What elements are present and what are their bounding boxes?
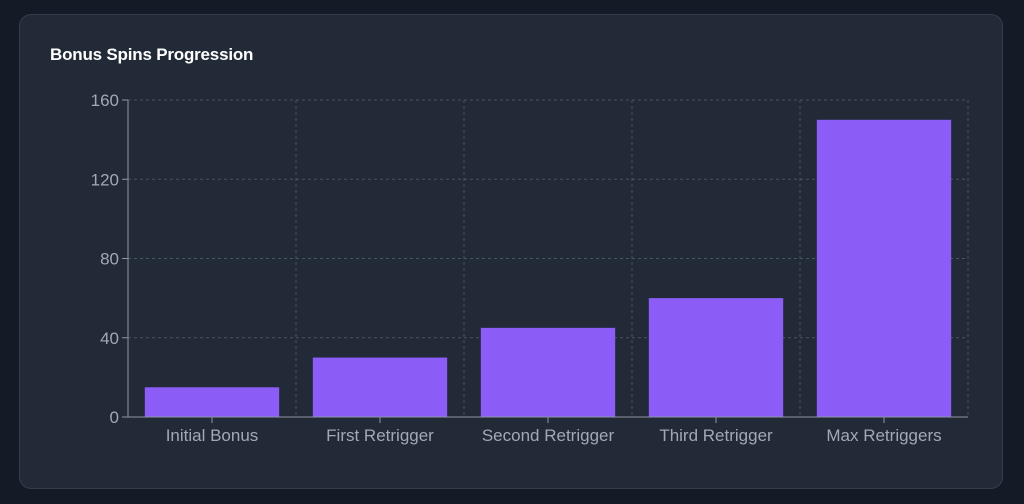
tick-labels: 0 40 80 120 160 Initial Bonus First Retrigger S… (91, 91, 942, 445)
x-tick-label: Third Retrigger (659, 426, 773, 445)
bar-initial-bonus[interactable] (144, 387, 280, 417)
y-tick-label: 40 (100, 329, 119, 348)
bar-second-retrigger[interactable] (480, 327, 616, 417)
x-tick-label: Max Retriggers (826, 426, 941, 445)
y-tick-label: 160 (91, 91, 119, 110)
x-tick-label: Second Retrigger (482, 426, 615, 445)
axes (122, 99, 968, 423)
bar-third-retrigger[interactable] (648, 298, 784, 417)
y-tick-label: 0 (110, 408, 119, 427)
chart-title: Bonus Spins Progression (50, 45, 254, 64)
y-tick-label: 120 (91, 170, 119, 189)
bar-max-retriggers[interactable] (816, 119, 952, 417)
bar-first-retrigger[interactable] (312, 357, 448, 417)
x-tick-label: Initial Bonus (166, 426, 259, 445)
x-tick-label: First Retrigger (326, 426, 434, 445)
bars (144, 119, 952, 417)
y-tick-label: 80 (100, 250, 119, 269)
